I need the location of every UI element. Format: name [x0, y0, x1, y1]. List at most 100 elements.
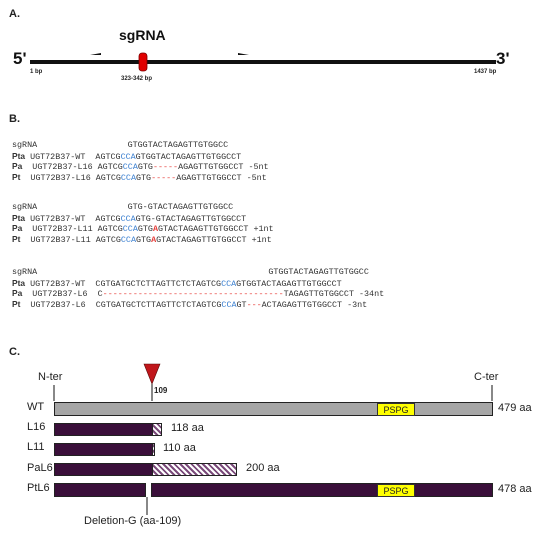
reverse-primer-icon — [238, 53, 249, 55]
mutation-site-label: 109 — [154, 386, 168, 395]
sequence-segment: A — [151, 234, 157, 245]
sequence-segment: GTGGTACTAGAGTTGTGGCCT — [236, 278, 342, 289]
gene-map — [30, 52, 496, 72]
sequence-segment: CCA — [120, 234, 136, 245]
sequence-name: UGT72B37-L11 — [22, 224, 98, 234]
sequence-name: UGT72B37-L16 — [20, 172, 96, 183]
sequence-segment: ----- — [151, 172, 177, 183]
sequence-segment: GT — [236, 299, 247, 310]
sequence-name: UGT72B37-L11 — [20, 234, 96, 245]
sequence-segment: ------------------------------------ — [102, 289, 284, 299]
species-label: Pt — [12, 171, 21, 182]
sequence-segment: GTG-GTACTAGAGTTGTGGCC — [37, 202, 234, 212]
sequence-segment: CGTGATGCTCTTAGTTCTCTAGTCG — [95, 278, 222, 289]
l16-frameshift-segment — [152, 423, 162, 436]
alignment-row: sgRNA GTG-GTACTAGAGTTGTGGCC — [12, 202, 274, 213]
mutation-site-marker-icon — [143, 363, 161, 385]
sequence-segment: CCA — [120, 213, 136, 224]
sequence-segment: C — [97, 289, 103, 299]
length-l11: 110 aa — [163, 442, 196, 454]
sequence-segment: GTG — [137, 224, 153, 234]
alignment-block-3: sgRNA GTGGTACTAGAGTTGTGGCC Pta UGT72B37-W… — [12, 267, 385, 310]
species-label: Pta — [12, 212, 26, 223]
sequence-segment: GTG — [137, 162, 153, 172]
sequence-segment: CCA — [122, 224, 138, 234]
sequence-segment: CCA — [221, 278, 237, 289]
species-label: Pa — [12, 288, 23, 298]
sequence-name: UGT72B37-WT — [25, 278, 96, 289]
sequence-segment: GTG — [135, 234, 152, 245]
alignment-row: Pa UGT72B37-L16 AGTCGCCAGTG-----AGAGTTGT… — [12, 161, 269, 172]
sequence-segment: AGTCG — [95, 213, 121, 224]
sequence-name: UGT72B37-WT — [25, 151, 96, 162]
pspg-domain-ptl6: PSPG — [377, 484, 415, 497]
sequence-segment: GTG — [135, 172, 152, 183]
alignment-row: Pt UGT72B37-L16 AGTCGCCAGTG-----AGAGTTGT… — [12, 172, 269, 183]
sequence-segment: AGTCG — [95, 234, 121, 245]
indel-note: +1nt — [246, 234, 272, 245]
sequence-segment: CCA — [122, 162, 138, 172]
sequence-segment: GTACTAGAGTTGTGGCCT — [157, 224, 249, 234]
forward-primer-icon — [90, 53, 101, 55]
sequence-segment: TAGAGTTGTGGCCT — [283, 289, 354, 299]
l11-frameshift-segment — [152, 443, 155, 456]
indel-note: -3nt — [342, 299, 368, 310]
three-prime-label: 3' — [496, 49, 510, 68]
l11-protein-bar — [54, 443, 153, 456]
alignment-row: Pta UGT72B37-WT AGTCGCCAGTGGTACTAGAGTTGT… — [12, 151, 269, 162]
sequence-name: sgRNA — [12, 140, 38, 150]
sequence-segment: ACTAGAGTTGTGGCCT — [261, 299, 343, 310]
length-wt: 479 aa — [498, 402, 532, 414]
sequence-name: UGT72B37-L16 — [22, 162, 98, 172]
sequence-name: sgRNA — [12, 202, 38, 212]
sequence-segment: GTGGTACTAGAGTTGTGGCC — [37, 267, 369, 277]
wt-protein-bar — [54, 402, 493, 416]
sequence-segment: AGTCG — [97, 162, 123, 172]
ptl6-protein-bar-n — [54, 483, 146, 497]
indel-note: -34nt — [353, 289, 385, 299]
sequence-segment: CCA — [120, 151, 136, 162]
sequence-segment: AGAGTTGTGGCCT — [176, 172, 242, 183]
sequence-name: sgRNA — [12, 267, 38, 277]
alignment-row: Pt UGT72B37-L11 AGTCGCCAGTGAGTACTAGAGTTG… — [12, 234, 274, 245]
pal6-frameshift-segment — [152, 463, 237, 476]
sequence-segment: CGTGATGCTCTTAGTTCTCTAGTCG — [95, 299, 222, 310]
pal6-protein-bar — [54, 463, 153, 476]
sequence-segment: CCA — [120, 172, 136, 183]
panel-a-label: A. — [9, 8, 20, 20]
species-label: Pa — [12, 161, 23, 171]
ptl6-protein-bar-c — [151, 483, 493, 497]
species-label: Pt — [12, 233, 21, 244]
sequence-segment: GTACTAGAGTTGTGGCCT — [156, 234, 247, 245]
sequence-name: UGT72B37-L6 — [20, 299, 96, 310]
sequence-segment: ----- — [152, 162, 179, 172]
five-prime-label: 5' — [13, 49, 27, 68]
species-label: Pta — [12, 150, 26, 161]
sequence-name: UGT72B37-WT — [25, 213, 96, 224]
indel-note: -5nt — [241, 172, 267, 183]
deletion-label: Deletion-G (aa-109) — [84, 515, 182, 527]
row-label-wt: WT — [27, 401, 45, 413]
sequence-segment: GTGGTACTAGAGTTGTGGCC — [37, 140, 229, 150]
alignment-row: Pt UGT72B37-L6 CGTGATGCTCTTAGTTCTCTAGTCG… — [12, 299, 384, 310]
end-position-label: 1437 bp — [474, 69, 497, 75]
length-l16: 118 aa — [171, 422, 204, 434]
sequence-segment: --- — [246, 299, 262, 310]
sequence-name: UGT72B37-L6 — [22, 289, 98, 299]
sequence-segment: AGTCG — [95, 151, 121, 162]
indel-note: -5nt — [243, 162, 269, 172]
row-label-pal6: PaL6 — [27, 462, 53, 474]
alignment-row: sgRNA GTGGTACTAGAGTTGTGGCC — [12, 267, 384, 278]
sequence-segment: CCA — [221, 299, 237, 310]
sgrna-title: sgRNA — [119, 27, 166, 43]
row-label-l11: L11 — [27, 441, 45, 453]
row-label-ptl6: PtL6 — [27, 482, 50, 494]
l16-protein-bar — [54, 423, 153, 436]
target-range-label: 323-342 bp — [121, 76, 153, 82]
c-terminus-label: C-ter — [474, 371, 499, 383]
sequence-segment: GTG-GTACTAGAGTTGTGGCCT — [135, 213, 247, 224]
sequence-segment: AGTCG — [95, 172, 121, 183]
alignment-row: Pa UGT72B37-L11 AGTCGCCAGTGAGTACTAGAGTTG… — [12, 223, 274, 234]
sequence-segment: GTGGTACTAGAGTTGTGGCCT — [135, 151, 242, 162]
